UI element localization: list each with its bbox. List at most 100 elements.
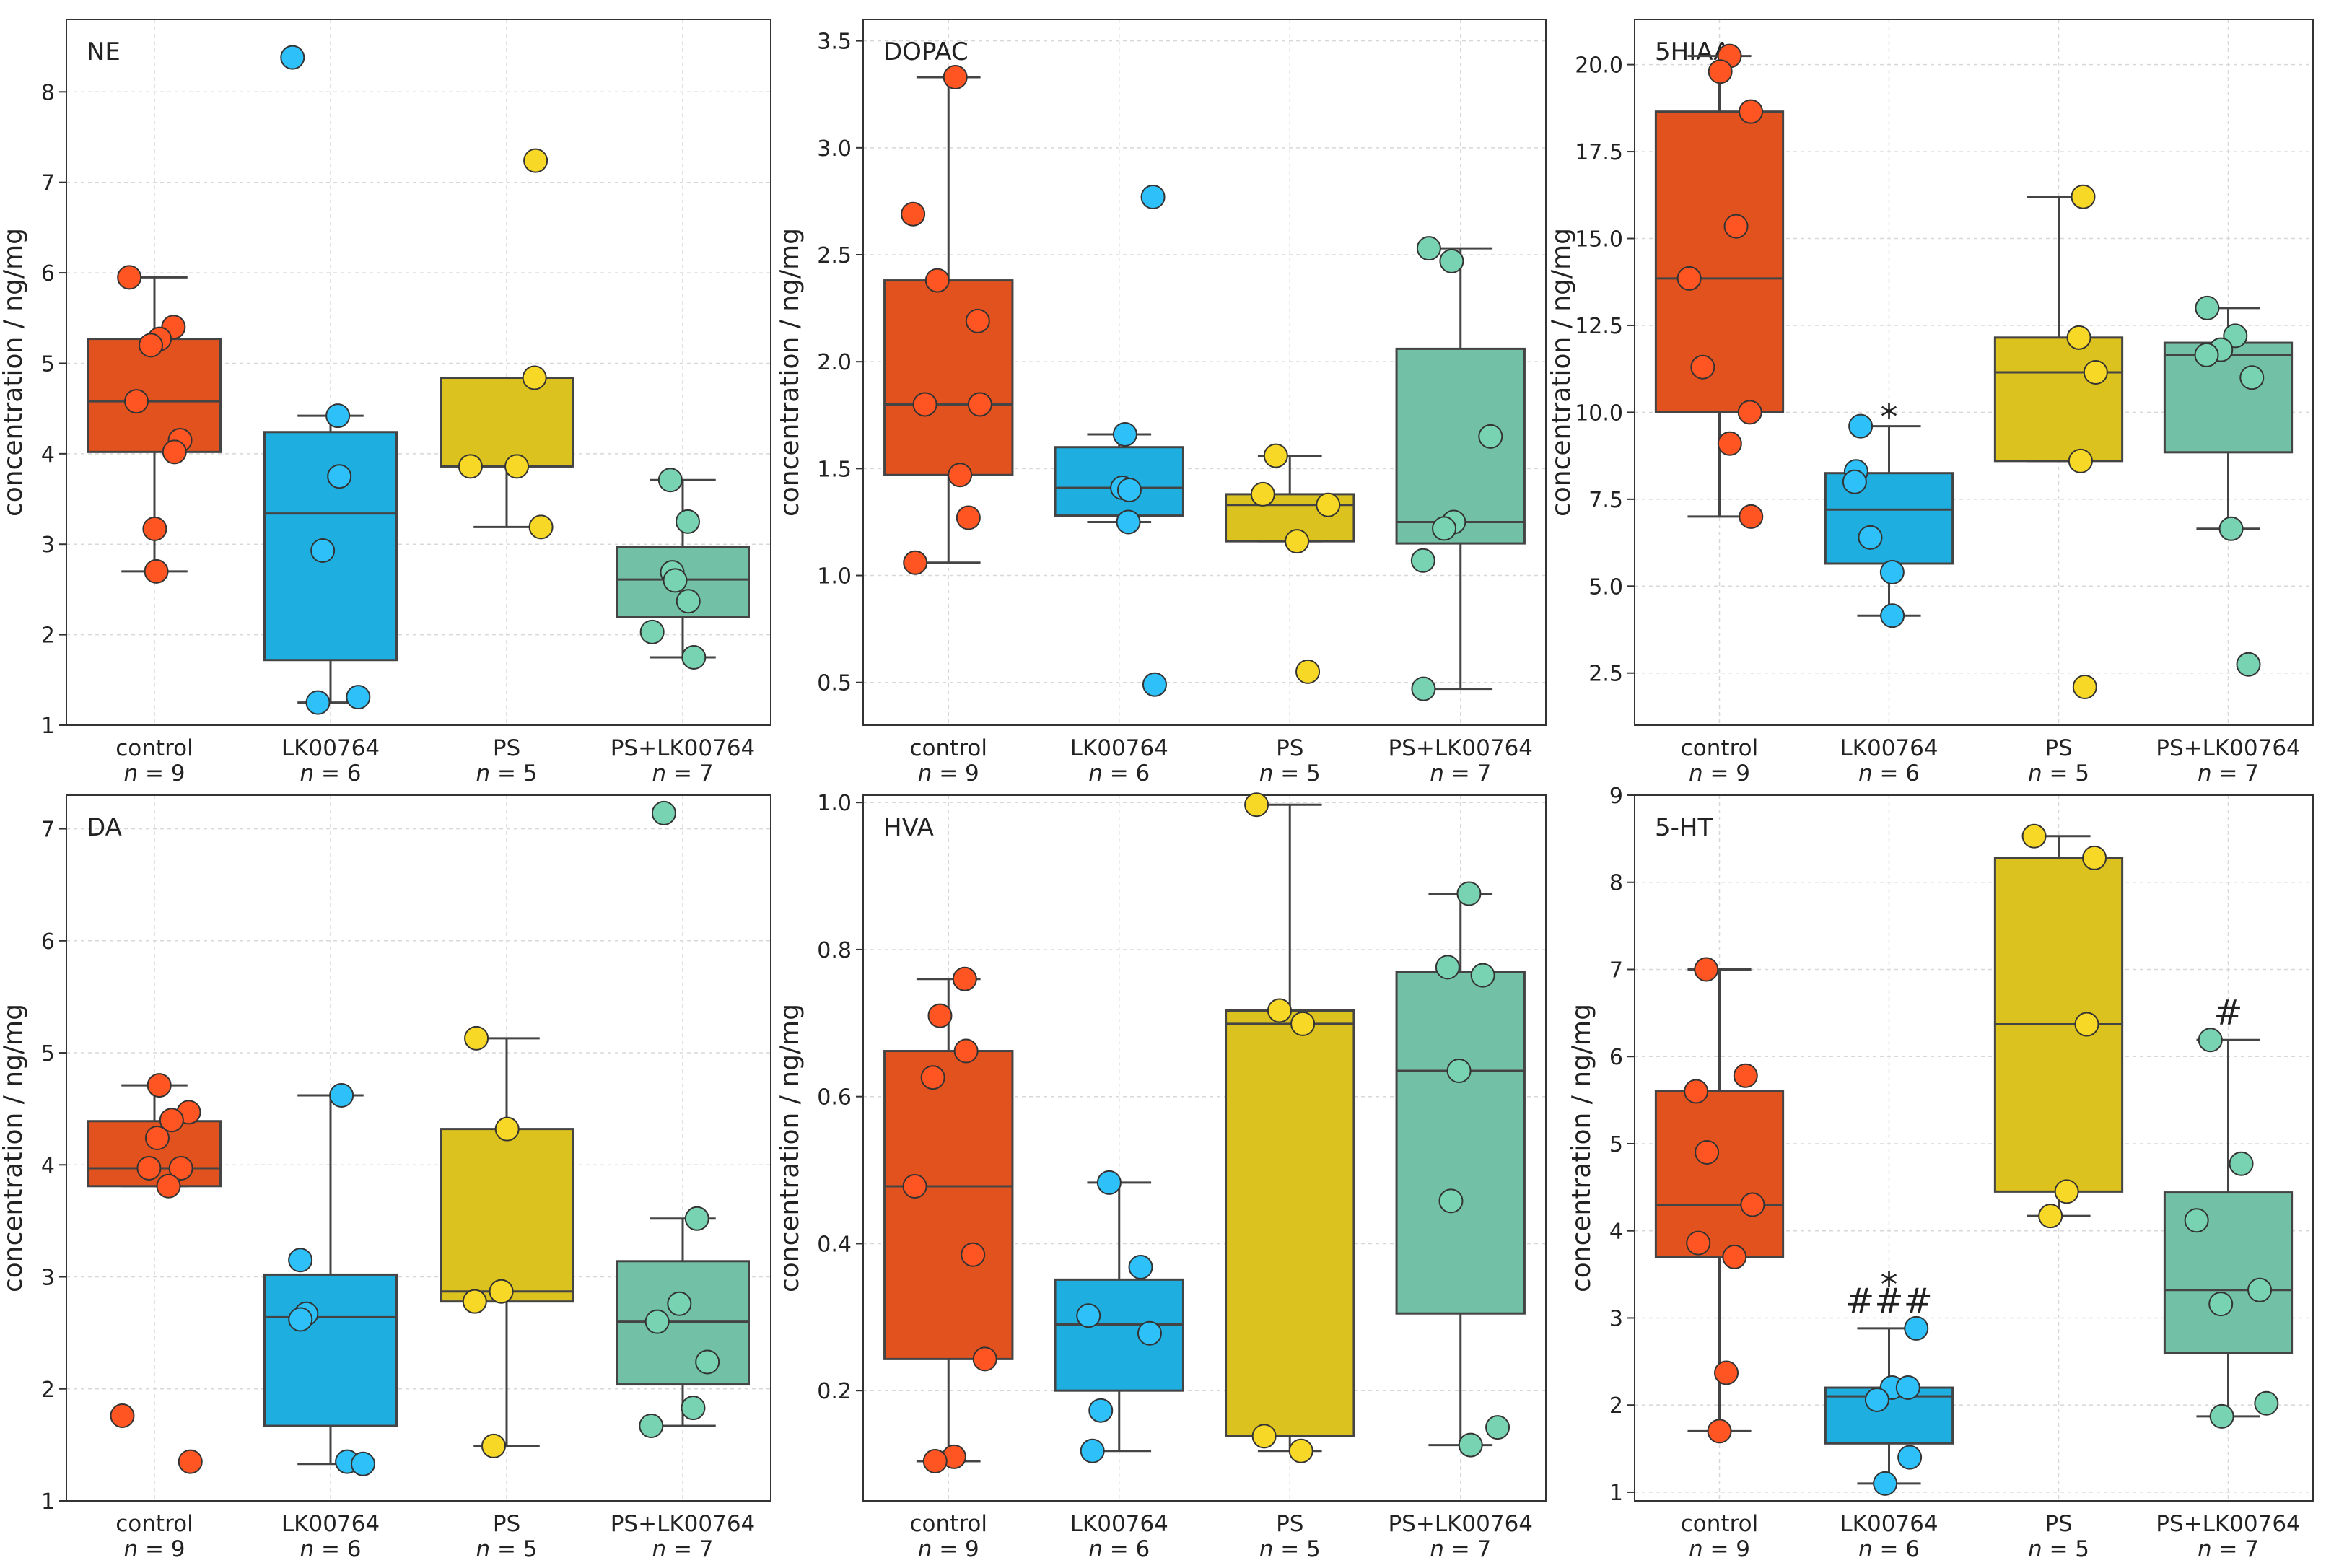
group-ps: PSn = 5 bbox=[1993, 823, 2124, 1562]
panel-title: NE bbox=[87, 38, 121, 66]
sample-size-label: n = 5 bbox=[1259, 761, 1321, 787]
category-label: control bbox=[115, 735, 193, 761]
sample-size-label: n = 5 bbox=[1259, 1536, 1321, 1562]
box bbox=[883, 1050, 1014, 1360]
data-point bbox=[675, 509, 700, 534]
box bbox=[87, 338, 222, 453]
data-point bbox=[1263, 443, 1288, 468]
y-tick-label: 0.2 bbox=[817, 1379, 852, 1404]
data-point bbox=[1251, 1424, 1277, 1449]
category-label: PS+LK00764 bbox=[1388, 735, 1533, 761]
sample-size-label: n = 7 bbox=[2198, 1536, 2259, 1562]
data-point bbox=[1676, 266, 1702, 291]
sample-size-label: n = 6 bbox=[1858, 1536, 1920, 1562]
data-point bbox=[1695, 1140, 1720, 1165]
sample-size-label: n = 9 bbox=[1689, 761, 1750, 787]
data-point bbox=[1137, 1320, 1162, 1346]
data-point bbox=[681, 644, 707, 670]
y-tick-label: 2 bbox=[41, 1378, 55, 1403]
y-tick-label: 8 bbox=[1609, 871, 1623, 896]
data-point bbox=[1112, 421, 1137, 447]
data-point bbox=[280, 45, 305, 70]
sample-size-label: n = 7 bbox=[652, 1536, 713, 1562]
data-point bbox=[2198, 1028, 2223, 1053]
sample-size-label: n = 9 bbox=[918, 1536, 979, 1562]
data-point bbox=[651, 800, 676, 825]
data-point bbox=[1723, 214, 1749, 239]
data-point bbox=[1708, 59, 1733, 84]
category-label: PS bbox=[493, 1511, 520, 1537]
axes-frame bbox=[1634, 19, 2314, 726]
sample-size-label: n = 9 bbox=[123, 761, 185, 787]
data-point bbox=[1737, 400, 1762, 425]
category-label: control bbox=[115, 1511, 193, 1537]
category-label: control bbox=[910, 1511, 987, 1537]
data-point bbox=[1864, 1387, 1889, 1412]
data-point bbox=[288, 1307, 313, 1332]
category-label: PS bbox=[493, 735, 520, 761]
category-label: PS bbox=[1276, 1511, 1303, 1537]
data-point bbox=[961, 1242, 986, 1267]
significance-label: # bbox=[2213, 992, 2242, 1033]
data-point bbox=[1458, 1432, 1483, 1458]
sample-size-label: n = 6 bbox=[1858, 761, 1920, 787]
data-point bbox=[667, 1291, 692, 1316]
data-point bbox=[1733, 1063, 1758, 1088]
data-point bbox=[1897, 1445, 1923, 1470]
sample-size-label: n = 5 bbox=[476, 761, 537, 787]
sample-size-label: n = 9 bbox=[1689, 1536, 1750, 1562]
data-point bbox=[695, 1349, 720, 1375]
data-point bbox=[346, 685, 371, 710]
y-tick-label: 7 bbox=[1609, 958, 1623, 983]
data-point bbox=[2239, 365, 2265, 390]
y-tick-label: 2 bbox=[41, 623, 55, 649]
y-tick-label: 5 bbox=[1609, 1132, 1623, 1157]
data-point bbox=[1416, 236, 1441, 261]
data-point bbox=[1714, 1360, 1739, 1385]
data-point bbox=[1438, 1188, 1464, 1214]
data-point bbox=[462, 1289, 487, 1314]
data-point bbox=[136, 1155, 162, 1181]
y-tick-label: 2.5 bbox=[1588, 662, 1623, 687]
category-label: LK00764 bbox=[281, 735, 380, 761]
sample-size-label: n = 5 bbox=[2028, 761, 2089, 787]
data-point bbox=[2071, 184, 2096, 209]
data-point bbox=[1080, 1438, 1105, 1463]
sample-size-label: n = 5 bbox=[476, 1536, 537, 1562]
panel-title: 5-HT bbox=[1655, 813, 1713, 842]
y-tick-label: 1.5 bbox=[817, 457, 852, 482]
y-axis-label: concentration / ng/mg bbox=[1567, 1004, 1596, 1292]
category-label: LK00764 bbox=[281, 1511, 380, 1537]
data-point bbox=[458, 454, 483, 479]
data-point bbox=[2083, 360, 2108, 385]
data-point bbox=[110, 1403, 135, 1429]
data-point bbox=[1096, 1170, 1122, 1195]
box bbox=[1225, 1009, 1355, 1437]
category-label: PS+LK00764 bbox=[1388, 1511, 1533, 1537]
y-tick-label: 4 bbox=[41, 1153, 55, 1178]
box bbox=[1993, 336, 2124, 463]
box bbox=[1054, 1278, 1184, 1392]
data-point bbox=[902, 1173, 927, 1199]
axes-frame bbox=[862, 19, 1547, 726]
data-point bbox=[494, 1116, 520, 1142]
box bbox=[440, 377, 574, 468]
data-point bbox=[523, 148, 548, 173]
panel-5ht: 1 2 3 4 5 6 7 8 9 concentration / ng/mg 5-HT contro… bbox=[1567, 784, 2314, 1562]
data-point bbox=[924, 268, 950, 293]
panel-title: HVA bbox=[883, 813, 934, 842]
panel-5hiaa: 2.5 5.0 7.5 10.0 12.5 15.0 17.5 20.0 concentrati… bbox=[1547, 19, 2314, 787]
data-point bbox=[1686, 1230, 1711, 1256]
data-point bbox=[1411, 676, 1436, 701]
data-point bbox=[1478, 424, 1503, 449]
data-point bbox=[1439, 248, 1464, 273]
category-label: PS+LK00764 bbox=[2156, 735, 2301, 761]
